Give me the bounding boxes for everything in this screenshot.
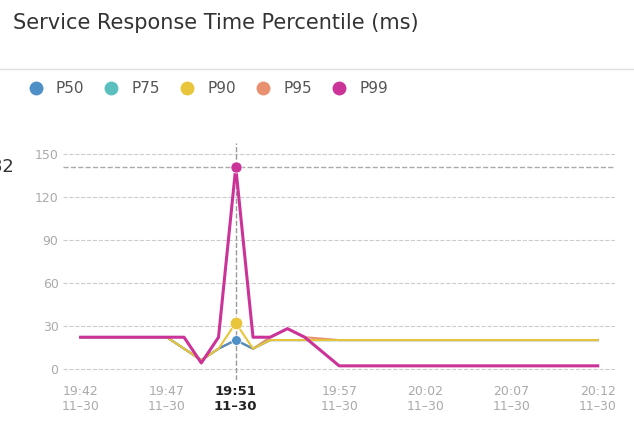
- Text: 140.82: 140.82: [0, 158, 14, 176]
- Text: Service Response Time Percentile (ms): Service Response Time Percentile (ms): [13, 13, 418, 33]
- Legend: P50, P75, P90, P95, P99: P50, P75, P90, P95, P99: [20, 81, 388, 96]
